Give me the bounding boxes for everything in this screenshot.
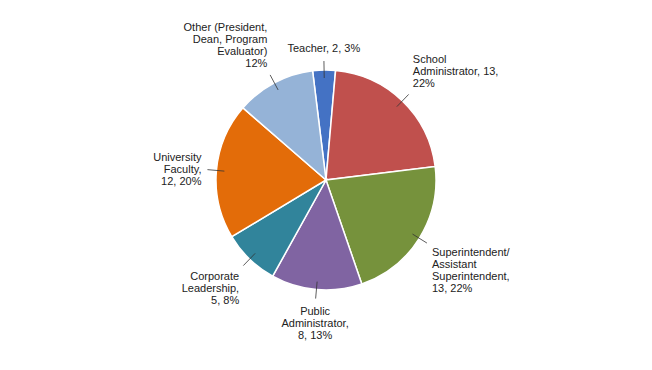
labels: Teacher, 2, 3% SchoolAdministrator, 13,22… xyxy=(153,21,510,341)
leader-line xyxy=(316,282,317,299)
slice-label: CorporateLeadership,5, 8% xyxy=(182,270,240,306)
slice-label: Teacher, 2, 3% xyxy=(287,42,360,54)
slice-label: SchoolAdministrator, 13,22% xyxy=(413,53,499,89)
slice-label: PublicAdministrator,8, 13% xyxy=(281,305,348,341)
leader-line xyxy=(323,61,324,78)
leader-line xyxy=(270,75,278,90)
slice-label: UniversityFaculty,12, 20% xyxy=(153,151,202,187)
leader-line xyxy=(243,253,255,265)
leader-line xyxy=(207,170,224,171)
slice xyxy=(243,71,326,180)
pie xyxy=(216,70,436,290)
slice-label: Superintendent/AssistantSuperintendent,1… xyxy=(432,246,511,294)
leader-line xyxy=(397,94,409,106)
leader-line xyxy=(413,234,427,243)
slice xyxy=(326,70,435,180)
chart: Teacher, 2, 3% SchoolAdministrator, 13,22… xyxy=(0,0,652,370)
slice-label: Other (President,Dean, ProgramEvaluator)… xyxy=(184,21,268,69)
